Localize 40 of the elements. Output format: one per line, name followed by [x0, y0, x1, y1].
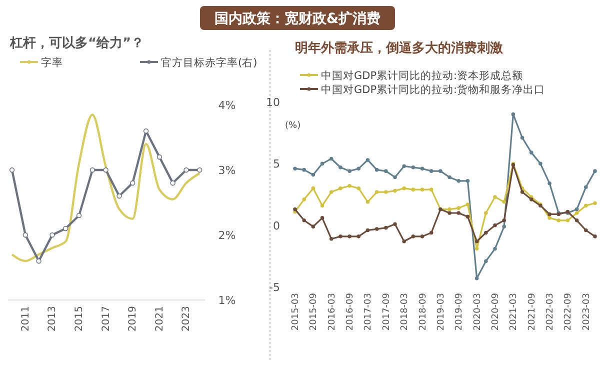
- y-tick-label: 3%: [218, 164, 236, 177]
- x-tick-label: 2022-09: [564, 292, 574, 331]
- x-tick-label: 2017-09: [382, 292, 392, 331]
- x-tick-label: 2017-03: [364, 293, 374, 331]
- legend-label: 中国对GDP累计同比的拉动:货物和服务净出口: [321, 83, 546, 96]
- x-tick-label: 2021: [154, 306, 166, 332]
- y-tick-label: 0: [273, 219, 280, 232]
- text: 国内政策：宽财政&扩消费: [214, 10, 381, 27]
- y-tick-label: -5: [269, 281, 280, 294]
- x-tick-label: 2023-03: [582, 293, 592, 331]
- x-tick-label: 2017: [100, 306, 112, 332]
- x-tick-label: 2015: [74, 306, 86, 332]
- x-tick-label: 2016-09: [346, 292, 356, 331]
- x-tick-label: 2018-09: [418, 292, 428, 331]
- chart-title: 明年外需承压，倒逼多大的消费刺激: [295, 41, 504, 56]
- x-tick-label: 2019: [128, 306, 139, 332]
- y-axis-title: (%): [285, 121, 301, 131]
- x-tick-label: 2023: [181, 306, 192, 332]
- y-tick-label: 10: [266, 96, 280, 109]
- legend-label: 中国对GDP累计同比的拉动:资本形成总额: [321, 69, 524, 82]
- legend-label: 官方目标赤字率(右): [161, 56, 258, 69]
- x-tick-label: 2021-09: [527, 292, 538, 331]
- chart-subtitle: 杠杆，可以多“给力”？: [9, 36, 144, 51]
- x-tick-label: 2019-03: [436, 293, 446, 331]
- x-tick-label: 2016-03: [327, 293, 338, 331]
- x-tick-label: 2020-09: [491, 292, 501, 331]
- x-tick-label: 2011: [20, 306, 32, 332]
- x-tick-label: 2015-03: [291, 293, 301, 331]
- y-tick-label: 4%: [218, 99, 236, 112]
- y-tick-label: 1%: [218, 294, 236, 307]
- legend-label: 字率: [41, 56, 63, 69]
- x-tick-label: 2022-03: [546, 293, 556, 331]
- x-tick-label: 2015-09: [309, 292, 320, 331]
- y-tick-label: 5: [273, 158, 280, 171]
- x-tick-label: 2018-03: [400, 293, 410, 331]
- x-tick-label: 2019-09: [454, 292, 465, 331]
- x-tick-label: 2020-03: [472, 293, 483, 331]
- x-tick-label: 2013: [47, 306, 58, 332]
- y-tick-label: 2%: [218, 229, 236, 242]
- x-tick-label: 2021-03: [509, 293, 520, 331]
